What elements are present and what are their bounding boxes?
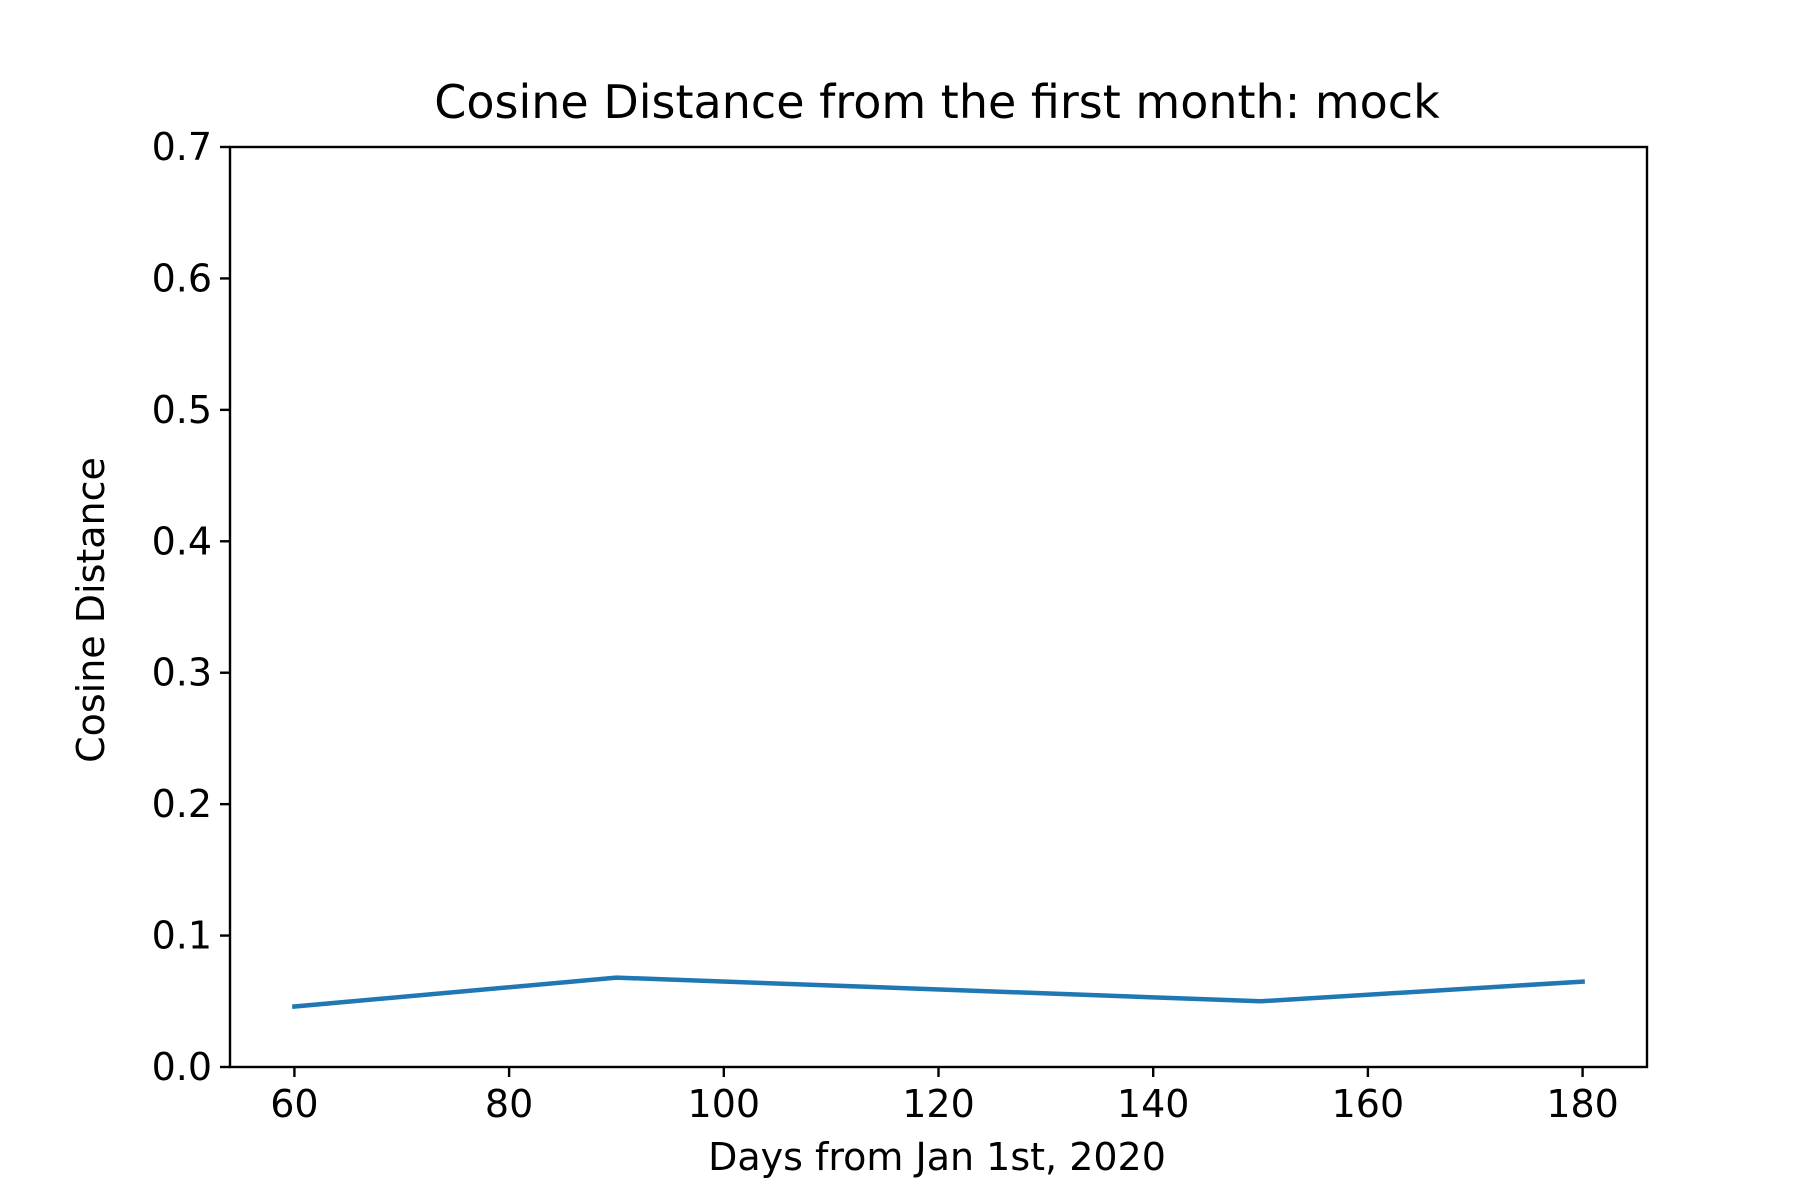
- y-tick-label: 0.6: [152, 256, 212, 300]
- chart-title: Cosine Distance from the first month: mo…: [434, 75, 1440, 129]
- y-tick-label: 0.1: [152, 914, 212, 958]
- x-tick-label: 60: [270, 1082, 318, 1126]
- plot-area-frame: [228, 145, 1649, 1069]
- y-tick-label: 0.5: [152, 388, 212, 432]
- y-axis-label: Cosine Distance: [69, 457, 113, 763]
- y-tick-label: 0.0: [152, 1045, 212, 1089]
- x-tick-label: 100: [688, 1082, 761, 1126]
- series-line: [291, 975, 1585, 1009]
- y-tick-label: 0.2: [152, 782, 212, 826]
- x-axis-label: Days from Jan 1st, 2020: [708, 1135, 1166, 1179]
- x-tick-label: 80: [485, 1082, 533, 1126]
- x-tick-label: 160: [1332, 1082, 1405, 1126]
- axis-ticks: 60 80 100 120 140 160 180 0.0 0.1 0.2 0.3 0.4 0.5 0.6…: [152, 125, 1619, 1126]
- x-tick-label: 180: [1546, 1082, 1619, 1126]
- x-tick-label: 120: [902, 1082, 975, 1126]
- y-tick-label: 0.3: [152, 651, 212, 695]
- y-tick-label: 0.7: [152, 125, 212, 169]
- series-layer: [291, 975, 1585, 1009]
- x-tick-label: 140: [1117, 1082, 1190, 1126]
- y-tick-label: 0.4: [152, 519, 212, 563]
